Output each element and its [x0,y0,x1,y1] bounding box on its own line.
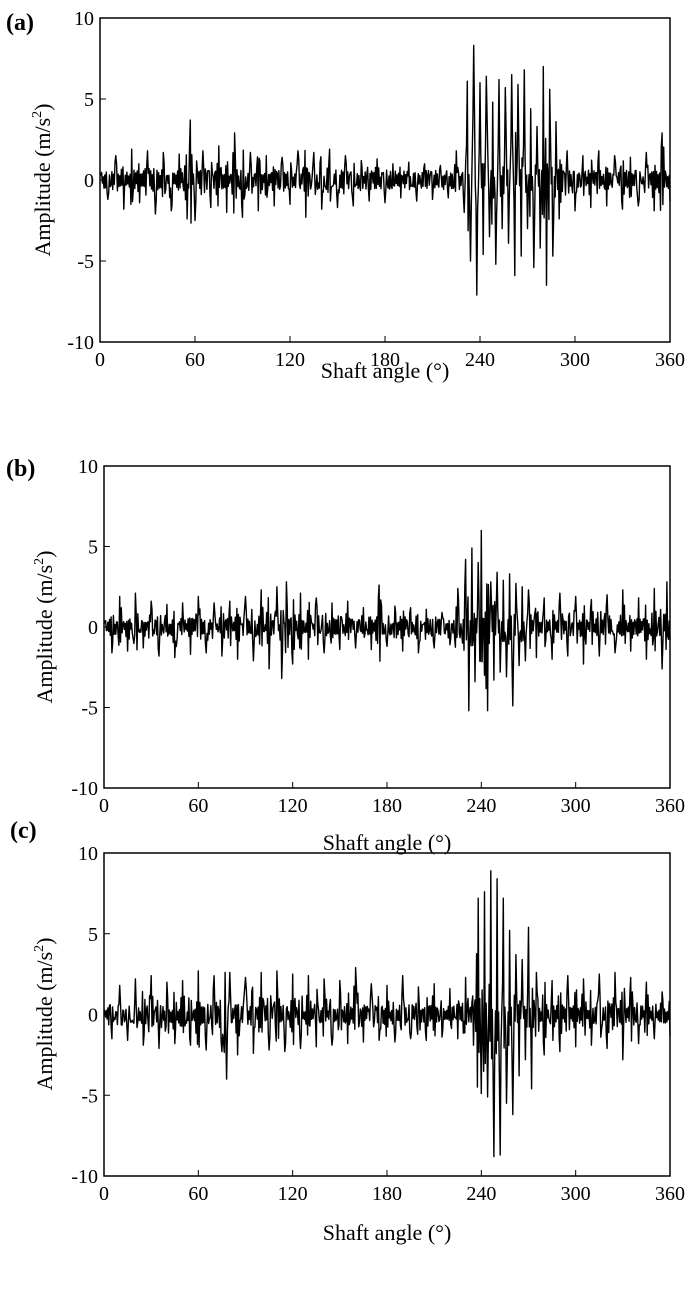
x-tick-label: 240 [466,1183,496,1205]
y-tick-label: 10 [74,8,94,30]
y-tick-label: -5 [81,698,98,720]
panel-label: (a) [6,10,34,36]
x-tick-label: 300 [561,1183,591,1205]
x-tick-label: 300 [560,349,590,371]
x-tick-label: 240 [465,349,495,371]
panel-c: (c) 0 60 120 180 240 300 360 10 5 0 -5 -10 Shaft a… [10,818,685,1245]
series-group [99,44,671,296]
y-tick-label: 10 [78,456,98,478]
x-tick-label: 180 [372,795,402,817]
y-tick-label: 5 [88,924,98,946]
y-tick-label: 5 [84,89,94,111]
y-tick-label: -10 [71,1166,98,1188]
series-line [103,529,671,712]
y-tick-labels: 10 5 0 -5 -10 [71,843,110,1188]
x-tick-label: 180 [370,349,400,371]
x-tick-label: 60 [185,349,205,371]
x-tick-label: 120 [275,349,305,371]
y-tick-labels: 10 5 0 -5 -10 [67,8,106,354]
x-tick-label: 60 [188,795,208,817]
y-tick-label: -10 [71,778,98,800]
x-tick-label: 360 [655,349,685,371]
y-tick-labels: 10 5 0 -5 -10 [71,456,110,800]
series-line [99,44,671,296]
series-group [103,870,671,1158]
y-tick-label: -5 [81,1085,98,1107]
x-tick-labels: 0 60 120 180 240 300 360 [99,1170,685,1205]
y-axis-label: Amplitude (m/s2) [30,103,55,256]
y-axis-label: Amplitude (m/s2) [32,937,57,1090]
panel-a: (a) 0 60 120 180 240 300 360 10 5 0 -5 -10 Shaft a… [6,8,685,383]
x-tick-label: 300 [561,795,591,817]
y-tick-label: -5 [77,251,94,273]
x-tick-label: 180 [372,1183,402,1205]
y-tick-label: 5 [88,537,98,559]
x-tick-label: 240 [466,795,496,817]
x-tick-label: 120 [278,795,308,817]
x-tick-labels: 0 60 120 180 240 300 360 [99,782,685,817]
x-tick-label: 360 [655,1183,685,1205]
x-tick-label: 0 [99,795,109,817]
panel-label: (b) [6,456,35,482]
y-axis-label: Amplitude (m/s2) [32,550,57,703]
series-group [103,529,671,712]
y-tick-label: 10 [78,843,98,865]
y-tick-label: 0 [88,617,98,639]
x-tick-label: 0 [99,1183,109,1205]
panel-label: (c) [10,818,37,844]
x-axis-label: Shaft angle (°) [321,358,450,383]
x-tick-label: 120 [278,1183,308,1205]
y-tick-label: -10 [67,332,94,354]
y-tick-label: 0 [84,170,94,192]
series-line [103,870,671,1158]
x-axis-label: Shaft angle (°) [323,1220,452,1245]
x-tick-label: 0 [95,349,105,371]
x-tick-labels: 0 60 120 180 240 300 360 [95,336,685,371]
x-tick-label: 360 [655,795,685,817]
x-tick-label: 60 [188,1183,208,1205]
y-tick-label: 0 [88,1005,98,1027]
panel-b: (b) 0 60 120 180 240 300 360 10 5 0 -5 -10 Shaft a… [6,456,685,855]
x-axis-label: Shaft angle (°) [323,830,452,855]
